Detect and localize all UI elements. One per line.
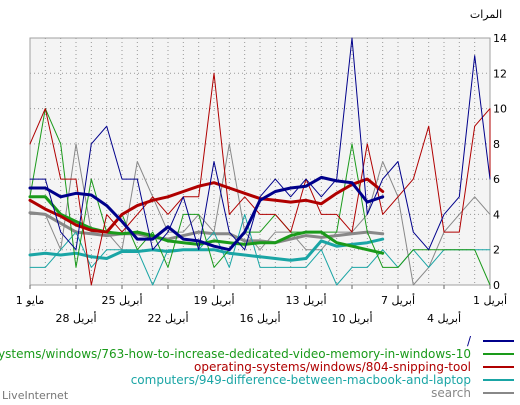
x-tick-label: 10 أبريل <box>331 311 372 325</box>
x-axis-ticks: 1 مايو 25 أبريل 19 أبريل 13 أبريل 7 أبريل 1 أ… <box>16 285 507 325</box>
x-tick-label: 25 أبريل <box>101 293 142 307</box>
series-line-1 <box>28 211 385 245</box>
legend-label: search <box>431 386 471 400</box>
y-tick-label: 12 <box>493 67 507 80</box>
series-lines <box>28 37 491 286</box>
x-tick-label: 1 أبريل <box>473 293 507 307</box>
x-tick-label: 22 أبريل <box>147 311 188 325</box>
y-axis-label: المرات <box>470 8 502 21</box>
series-line-6 <box>29 72 491 286</box>
brand-label: LiveInternet <box>2 389 69 402</box>
legend-label: / <box>467 334 472 348</box>
x-tick-label: 4 أبريل <box>427 311 461 325</box>
y-tick-label: 0 <box>493 279 500 292</box>
y-tick-label: 6 <box>493 173 500 186</box>
y-axis-ticks: 0 2 4 6 8 10 12 14 <box>493 32 507 292</box>
x-tick-label: 13 أبريل <box>285 293 326 307</box>
x-tick-label: 28 أبريل <box>55 311 96 325</box>
series-line-9 <box>28 175 385 252</box>
legend-label: operating-systems/windows/763-how-to-inc… <box>0 347 471 361</box>
legend: /operating-systems/windows/763-how-to-in… <box>0 334 514 400</box>
x-tick-label: 16 أبريل <box>239 311 280 325</box>
y-tick-label: 2 <box>493 244 500 257</box>
y-tick-label: 10 <box>493 103 507 116</box>
legend-label: computers/949-difference-between-macbook… <box>131 373 471 387</box>
y-tick-label: 8 <box>493 138 500 151</box>
legend-label: operating-systems/windows/804-snipping-t… <box>194 360 471 374</box>
y-tick-label: 14 <box>493 32 507 45</box>
y-tick-label: 4 <box>493 208 500 221</box>
x-tick-label: 19 أبريل <box>193 293 234 307</box>
x-tick-label: 7 أبريل <box>381 293 415 307</box>
x-tick-label: 1 مايو <box>16 294 45 307</box>
series-line-7 <box>28 177 385 234</box>
series-line-3 <box>28 237 385 262</box>
series-line-8 <box>29 37 491 251</box>
